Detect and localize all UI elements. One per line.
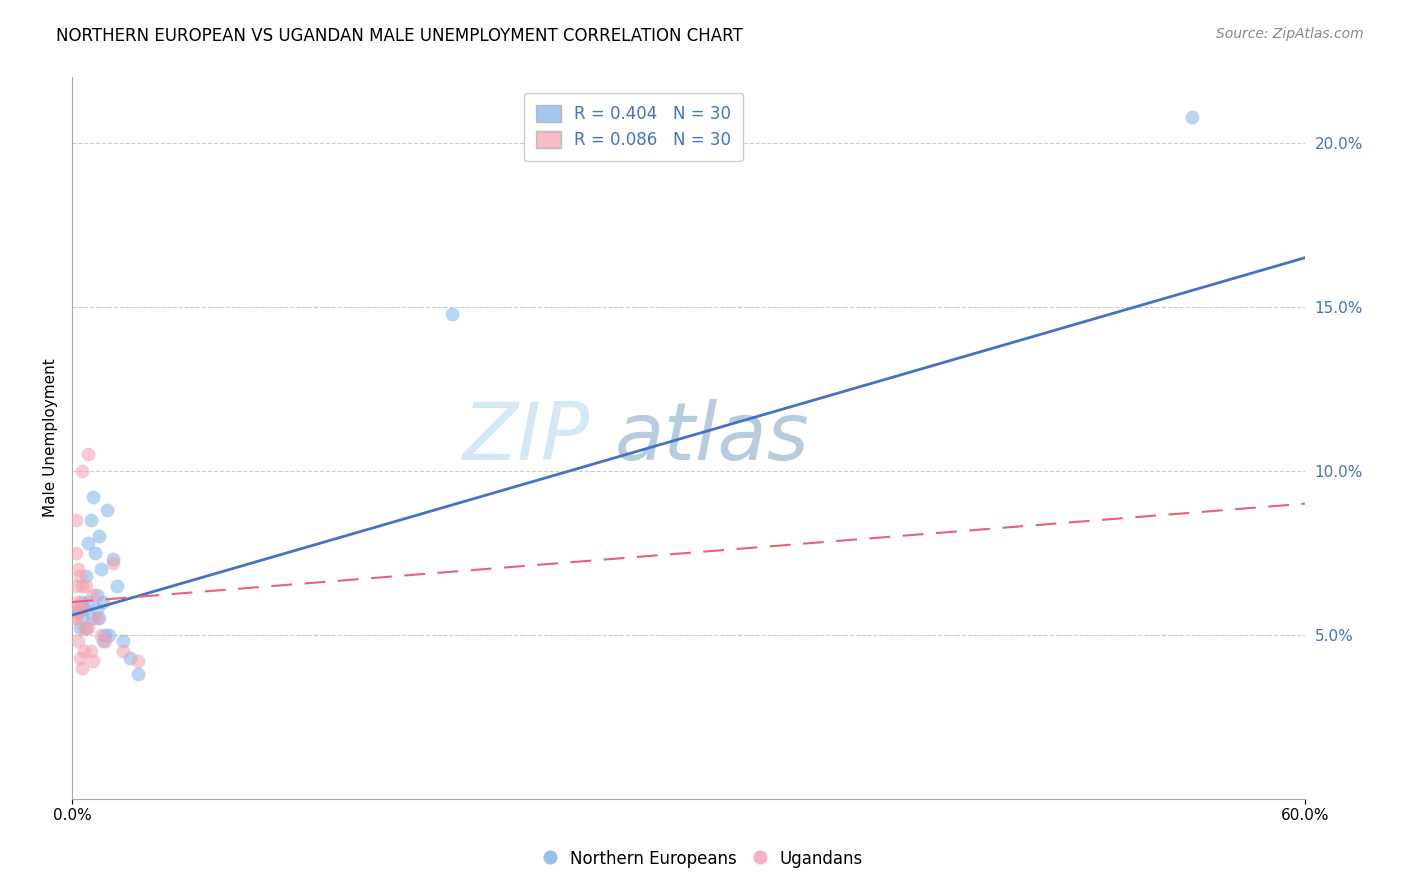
Point xyxy=(73,644,96,658)
Point xyxy=(65,579,87,593)
Point xyxy=(73,621,96,635)
Point xyxy=(94,628,117,642)
Point xyxy=(67,562,90,576)
Point xyxy=(77,621,100,635)
Point xyxy=(77,536,100,550)
Y-axis label: Male Unemployment: Male Unemployment xyxy=(44,359,58,517)
Point xyxy=(96,503,118,517)
Point xyxy=(86,601,108,615)
Point xyxy=(91,634,114,648)
Point xyxy=(65,546,87,560)
Point xyxy=(73,601,96,615)
Point xyxy=(65,611,87,625)
Point xyxy=(101,552,124,566)
Text: atlas: atlas xyxy=(614,399,810,477)
Point xyxy=(75,621,97,635)
Point xyxy=(82,589,104,603)
Point xyxy=(69,569,91,583)
Point xyxy=(83,546,105,560)
Point xyxy=(94,634,117,648)
Point xyxy=(112,634,135,648)
Point xyxy=(79,644,101,658)
Text: ZIP: ZIP xyxy=(463,399,589,477)
Text: Source: ZipAtlas.com: Source: ZipAtlas.com xyxy=(1216,27,1364,41)
Point xyxy=(69,621,91,635)
Point xyxy=(90,628,112,642)
Point xyxy=(127,654,149,668)
Point xyxy=(1181,110,1204,124)
Point xyxy=(82,611,104,625)
Point xyxy=(72,579,94,593)
Point xyxy=(69,650,91,665)
Point xyxy=(127,667,149,681)
Point xyxy=(72,595,94,609)
Point xyxy=(77,595,100,609)
Point xyxy=(63,601,86,615)
Point xyxy=(87,611,110,625)
Point xyxy=(441,306,464,320)
Point xyxy=(72,601,94,615)
Point xyxy=(87,529,110,543)
Point xyxy=(112,644,135,658)
Point xyxy=(86,611,108,625)
Point xyxy=(72,660,94,674)
Point xyxy=(91,595,114,609)
Legend: Northern Europeans, Ugandans: Northern Europeans, Ugandans xyxy=(536,844,870,875)
Point xyxy=(69,601,91,615)
Point xyxy=(72,611,94,625)
Point xyxy=(90,562,112,576)
Point xyxy=(67,605,90,619)
Point xyxy=(75,579,97,593)
Legend: R = 0.404   N = 30, R = 0.086   N = 30: R = 0.404 N = 30, R = 0.086 N = 30 xyxy=(524,93,742,161)
Point xyxy=(77,448,100,462)
Text: NORTHERN EUROPEAN VS UGANDAN MALE UNEMPLOYMENT CORRELATION CHART: NORTHERN EUROPEAN VS UGANDAN MALE UNEMPL… xyxy=(56,27,742,45)
Point xyxy=(67,595,90,609)
Point xyxy=(98,628,121,642)
Point xyxy=(118,650,141,665)
Point xyxy=(75,569,97,583)
Point xyxy=(86,589,108,603)
Point xyxy=(79,513,101,527)
Point xyxy=(65,513,87,527)
Point xyxy=(63,611,86,625)
Point xyxy=(82,654,104,668)
Point xyxy=(72,464,94,478)
Point xyxy=(82,490,104,504)
Point xyxy=(105,579,128,593)
Point xyxy=(101,556,124,570)
Point xyxy=(67,634,90,648)
